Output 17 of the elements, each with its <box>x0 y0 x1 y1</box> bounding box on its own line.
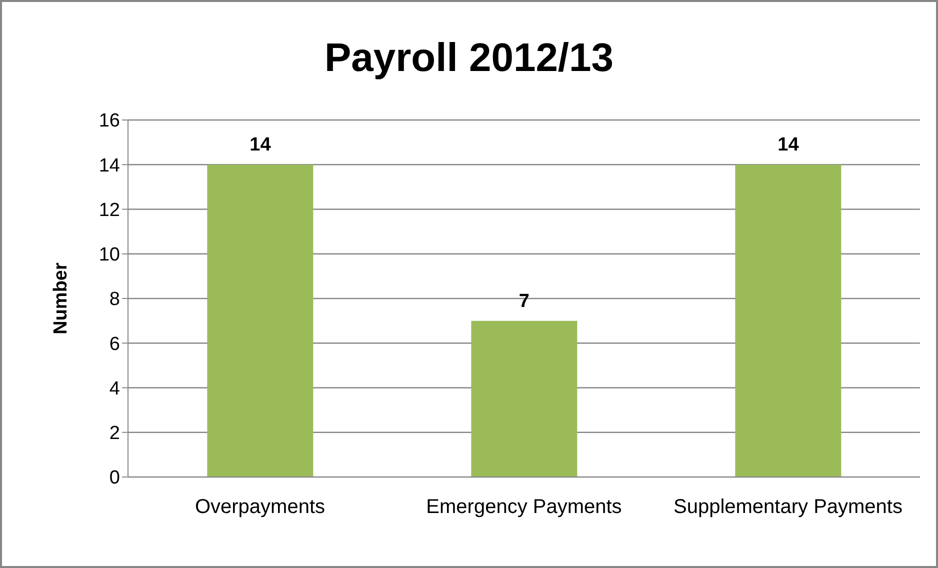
data-label: 14 <box>250 134 272 156</box>
x-tick-label: Supplementary Payments <box>673 496 903 518</box>
y-tick-label: 6 <box>109 334 120 355</box>
y-tick-label: 16 <box>98 110 120 132</box>
y-tick-label: 4 <box>109 378 120 400</box>
y-tick-label: 8 <box>109 289 120 310</box>
y-tick-label: 10 <box>98 244 120 266</box>
y-axis-title: Number <box>50 262 72 334</box>
x-tick-label: Overpayments <box>194 496 326 518</box>
x-tick-label: Emergency Payments <box>426 496 622 518</box>
y-tick-label: 0 <box>109 468 120 489</box>
y-tick-label: 2 <box>109 423 120 444</box>
y-tick-label: 12 <box>98 200 120 221</box>
chart-title: Payroll 2012/13 <box>323 36 615 81</box>
data-label: 14 <box>778 134 800 156</box>
data-label: 7 <box>518 290 530 312</box>
y-tick-label: 14 <box>98 155 120 176</box>
